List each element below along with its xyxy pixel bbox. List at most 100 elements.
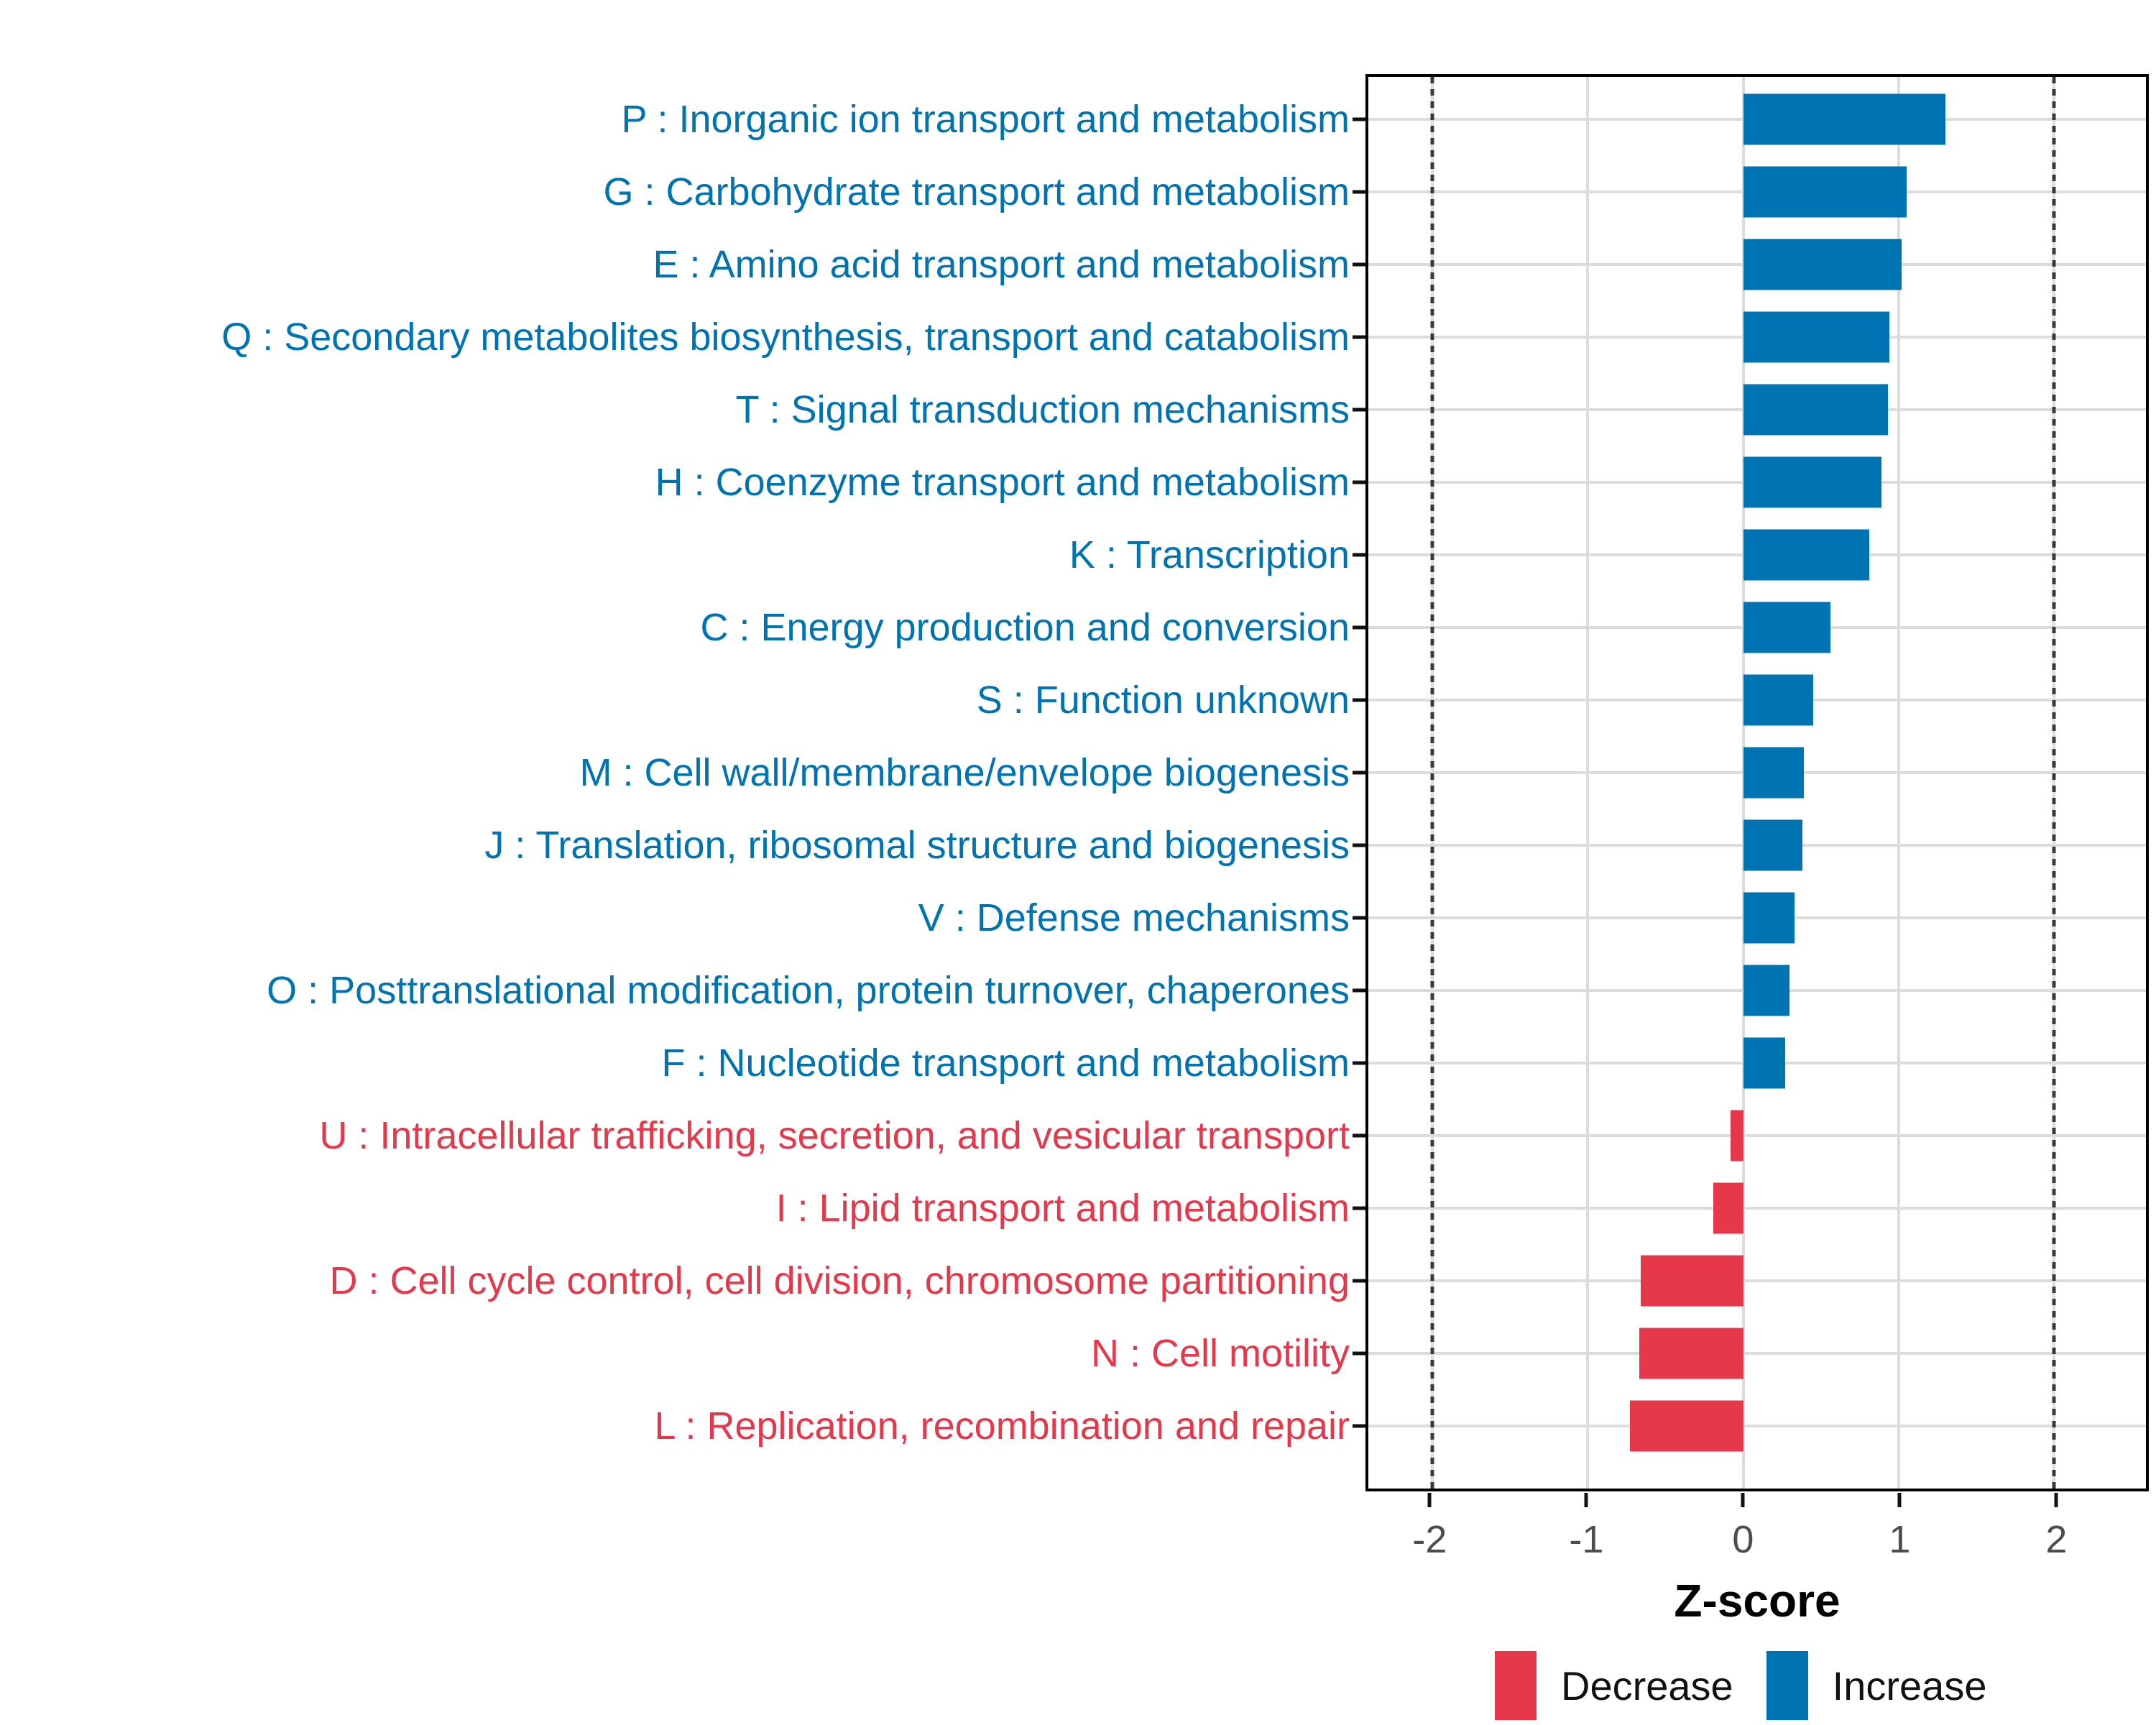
zscore-bar xyxy=(1743,819,1802,871)
x-axis-tick xyxy=(2054,1493,2058,1507)
category-label: M : Cell wall/membrane/envelope biogenes… xyxy=(579,750,1350,794)
x-axis-tick xyxy=(1584,1493,1588,1507)
category-label: O : Posttranslational modification, prot… xyxy=(267,969,1350,1013)
category-row: U : Intracellular trafficking, secretion… xyxy=(319,1100,2146,1172)
category-label: N : Cell motility xyxy=(1090,1332,1350,1376)
category-label: D : Cell cycle control, cell division, c… xyxy=(329,1259,1350,1303)
legend-label: Increase xyxy=(1832,1662,1987,1708)
x-axis: -2 -1 0 1 2 xyxy=(1365,1491,2149,1606)
zscore-bar xyxy=(1743,456,1882,508)
category-label: K : Transcription xyxy=(1069,533,1350,576)
category-label: L : Replication, recombination and repai… xyxy=(654,1404,1350,1448)
gridline-x-1 xyxy=(1897,77,1900,1489)
category-row: K : Transcription xyxy=(1069,518,2146,591)
zscore-bar xyxy=(1629,1400,1743,1452)
zscore-bar xyxy=(1743,384,1888,436)
gridline-y xyxy=(1368,1207,2146,1210)
gridline-y xyxy=(1368,1352,2146,1356)
legend: Decrease Increase xyxy=(1495,1646,1986,1725)
category-label: G : Carbohydrate transport and metabolis… xyxy=(603,170,1350,213)
category-label: E : Amino acid transport and metabolism xyxy=(653,242,1350,286)
legend-swatch-decrease xyxy=(1495,1651,1537,1720)
x-axis-tick xyxy=(1897,1493,1902,1507)
category-label: I : Lipid transport and metabolism xyxy=(775,1187,1350,1230)
x-tick-label: -2 xyxy=(1412,1518,1447,1561)
category-label: H : Coenzyme transport and metabolism xyxy=(655,460,1350,504)
gridline-x--1 xyxy=(1586,77,1590,1489)
zscore-bar xyxy=(1743,239,1902,290)
dotted-reference-line-x--2 xyxy=(1430,77,1434,1489)
category-label: T : Signal transduction mechanisms xyxy=(735,387,1350,431)
category-row: D : Cell cycle control, cell division, c… xyxy=(329,1245,2146,1317)
y-axis-tick xyxy=(1353,1424,1365,1428)
x-tick-label: -1 xyxy=(1569,1518,1604,1561)
category-row: N : Cell motility xyxy=(1091,1317,2146,1390)
category-label: Q : Secondary metabolites biosynthesis, … xyxy=(221,315,1350,359)
category-label: S : Function unknown xyxy=(976,678,1350,722)
category-label: C : Energy production and conversion xyxy=(700,605,1350,649)
zscore-bar xyxy=(1743,602,1830,653)
y-axis-tick xyxy=(1353,480,1365,484)
category-row: J : Translation, ribosomal structure and… xyxy=(484,809,2146,881)
x-tick-label: 1 xyxy=(1889,1518,1911,1561)
zscore-bar xyxy=(1743,674,1813,726)
category-row: M : Cell wall/membrane/envelope biogenes… xyxy=(579,736,2146,809)
category-rows: P : Inorganic ion transport and metaboli… xyxy=(221,77,2146,1489)
category-row: V : Defense mechanisms xyxy=(918,882,2146,954)
category-label: V : Defense mechanisms xyxy=(918,896,1350,940)
category-row: F : Nucleotide transport and metabolism xyxy=(662,1027,2146,1100)
y-axis-tick xyxy=(1353,916,1365,920)
category-row: L : Replication, recombination and repai… xyxy=(654,1390,2146,1463)
y-axis-tick xyxy=(1353,1351,1365,1356)
category-label: J : Translation, ribosomal structure and… xyxy=(484,823,1350,867)
zscore-bar xyxy=(1640,1255,1743,1307)
y-axis-tick xyxy=(1353,335,1365,339)
zscore-bar xyxy=(1743,93,1945,145)
x-tick-label: 2 xyxy=(2045,1518,2068,1561)
gridline-y xyxy=(1368,1279,2146,1283)
zscore-bar xyxy=(1743,1037,1785,1089)
category-label: U : Intracellular trafficking, secretion… xyxy=(319,1114,1350,1158)
category-row: H : Coenzyme transport and metabolism xyxy=(655,446,2146,518)
y-axis-tick xyxy=(1353,770,1365,775)
x-tick-label: 0 xyxy=(1732,1518,1754,1561)
legend-label: Decrease xyxy=(1561,1662,1733,1708)
category-label: F : Nucleotide transport and metabolism xyxy=(661,1041,1350,1085)
category-row: G : Carbohydrate transport and metabolis… xyxy=(604,155,2146,228)
x-axis-tick xyxy=(1427,1493,1432,1507)
category-row: S : Function unknown xyxy=(977,663,2146,736)
category-row: O : Posttranslational modification, prot… xyxy=(267,954,2146,1027)
y-axis-tick xyxy=(1353,1206,1365,1210)
zscore-bar xyxy=(1743,965,1790,1016)
y-axis-tick xyxy=(1353,843,1365,847)
plot-panel: P : Inorganic ion transport and metaboli… xyxy=(221,74,2149,1491)
y-axis-tick xyxy=(1353,988,1365,993)
y-axis-tick xyxy=(1353,262,1365,267)
zscore-bar xyxy=(1743,892,1795,944)
legend-swatch-increase xyxy=(1766,1651,1808,1720)
x-axis-title: Z-score xyxy=(1674,1575,1841,1627)
y-axis-tick xyxy=(1353,698,1365,702)
y-axis-tick xyxy=(1353,190,1365,194)
x-axis-tick xyxy=(1741,1493,1745,1507)
zscore-bar xyxy=(1713,1182,1743,1234)
y-axis-tick xyxy=(1353,553,1365,557)
zscore-bar xyxy=(1639,1328,1743,1379)
y-axis-tick xyxy=(1353,625,1365,630)
category-row: C : Energy production and conversion xyxy=(700,591,2146,663)
dotted-reference-line-x-2 xyxy=(2052,77,2056,1489)
category-row: Q : Secondary metabolites biosynthesis, … xyxy=(221,300,2146,373)
legend-item-decrease: Decrease xyxy=(1495,1651,1733,1720)
y-axis-tick xyxy=(1353,117,1365,121)
y-axis-tick xyxy=(1353,1133,1365,1138)
zscore-bar xyxy=(1743,311,1889,363)
y-axis-tick xyxy=(1353,1279,1365,1283)
y-axis-tick xyxy=(1353,408,1365,412)
category-row: E : Amino acid transport and metabolism xyxy=(653,228,2146,300)
category-row: P : Inorganic ion transport and metaboli… xyxy=(621,83,2146,155)
category-label: P : Inorganic ion transport and metaboli… xyxy=(621,97,1350,141)
category-row: I : Lipid transport and metabolism xyxy=(776,1172,2146,1245)
category-row: T : Signal transduction mechanisms xyxy=(736,373,2146,446)
zscore-bar xyxy=(1743,747,1804,799)
